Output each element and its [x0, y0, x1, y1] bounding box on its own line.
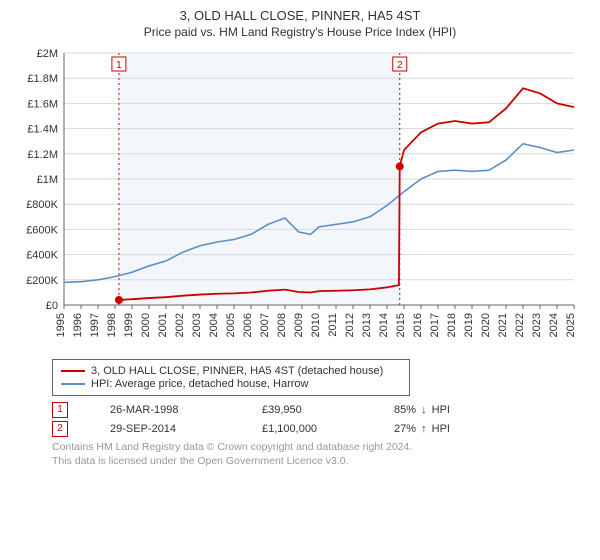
svg-text:£2M: £2M — [37, 48, 58, 60]
svg-text:2017: 2017 — [429, 313, 441, 337]
sale-marker-badge: 1 — [52, 402, 68, 418]
svg-text:2014: 2014 — [378, 313, 390, 337]
svg-text:2018: 2018 — [446, 313, 458, 337]
svg-text:2003: 2003 — [191, 313, 203, 337]
page-subtitle: Price paid vs. HM Land Registry's House … — [10, 25, 590, 39]
svg-text:2019: 2019 — [463, 313, 475, 337]
svg-text:2013: 2013 — [361, 313, 373, 337]
svg-text:£600K: £600K — [26, 224, 58, 236]
svg-text:£1M: £1M — [37, 174, 58, 186]
svg-text:2000: 2000 — [140, 313, 152, 337]
svg-text:2020: 2020 — [480, 313, 492, 337]
svg-text:1995: 1995 — [55, 313, 67, 337]
legend-item: HPI: Average price, detached house, Harr… — [61, 378, 401, 390]
svg-text:2021: 2021 — [497, 313, 509, 337]
svg-text:1997: 1997 — [89, 313, 101, 337]
sale-row: 1 26-MAR-1998 £39,950 85% ↓ HPI — [52, 402, 590, 418]
data-credit: Contains HM Land Registry data © Crown c… — [52, 441, 590, 468]
svg-text:2001: 2001 — [157, 313, 169, 337]
sale-date: 29-SEP-2014 — [110, 423, 220, 435]
sale-vs-hpi: 85% ↓ HPI — [394, 404, 450, 416]
svg-text:1999: 1999 — [123, 313, 135, 337]
legend-item: 3, OLD HALL CLOSE, PINNER, HA5 4ST (deta… — [61, 365, 401, 377]
svg-text:2024: 2024 — [548, 313, 560, 337]
svg-text:2009: 2009 — [293, 313, 305, 337]
sale-price: £39,950 — [262, 404, 352, 416]
svg-text:£800K: £800K — [26, 199, 58, 211]
svg-text:1996: 1996 — [72, 313, 84, 337]
legend-label: HPI: Average price, detached house, Harr… — [91, 378, 308, 390]
sale-marker-badge: 2 — [52, 421, 68, 437]
sale-date: 26-MAR-1998 — [110, 404, 220, 416]
svg-text:2012: 2012 — [344, 313, 356, 337]
legend-swatch — [61, 383, 85, 385]
svg-text:2015: 2015 — [395, 313, 407, 337]
legend-label: 3, OLD HALL CLOSE, PINNER, HA5 4ST (deta… — [91, 365, 383, 377]
svg-text:£1.8M: £1.8M — [27, 73, 58, 85]
svg-text:2002: 2002 — [174, 313, 186, 337]
credit-line: Contains HM Land Registry data © Crown c… — [52, 441, 590, 455]
svg-text:£400K: £400K — [26, 250, 58, 262]
arrow-icon: ↓ — [421, 404, 427, 416]
svg-text:£200K: £200K — [26, 275, 58, 287]
svg-text:2010: 2010 — [310, 313, 322, 337]
page-title: 3, OLD HALL CLOSE, PINNER, HA5 4ST — [10, 8, 590, 23]
svg-text:2008: 2008 — [276, 313, 288, 337]
svg-text:2007: 2007 — [259, 313, 271, 337]
svg-text:£1.6M: £1.6M — [27, 98, 58, 110]
sale-row: 2 29-SEP-2014 £1,100,000 27% ↑ HPI — [52, 421, 590, 437]
svg-text:£1.4M: £1.4M — [27, 124, 58, 136]
svg-text:2004: 2004 — [208, 313, 220, 337]
legend-swatch — [61, 370, 85, 372]
svg-text:2016: 2016 — [412, 313, 424, 337]
price-chart: £0 £200K £400K £600K £800K £1M £1.2M £1.4M £1.6M… — [20, 45, 580, 355]
svg-text:2011: 2011 — [327, 313, 339, 337]
svg-text:2: 2 — [397, 60, 403, 71]
svg-text:2005: 2005 — [225, 313, 237, 337]
svg-text:2025: 2025 — [565, 313, 577, 337]
svg-text:1998: 1998 — [106, 313, 118, 337]
svg-text:2022: 2022 — [514, 313, 526, 337]
sale-price: £1,100,000 — [262, 423, 352, 435]
arrow-icon: ↑ — [421, 423, 427, 435]
svg-text:2023: 2023 — [531, 313, 543, 337]
svg-text:£1.2M: £1.2M — [27, 149, 58, 161]
chart-legend: 3, OLD HALL CLOSE, PINNER, HA5 4ST (deta… — [52, 359, 410, 396]
credit-line: This data is licensed under the Open Gov… — [52, 455, 590, 469]
svg-text:£0: £0 — [46, 300, 58, 312]
svg-text:1: 1 — [116, 60, 122, 71]
sales-table: 1 26-MAR-1998 £39,950 85% ↓ HPI 2 29-SEP-2014… — [52, 402, 590, 437]
svg-text:2006: 2006 — [242, 313, 254, 337]
sale-vs-hpi: 27% ↑ HPI — [394, 423, 450, 435]
